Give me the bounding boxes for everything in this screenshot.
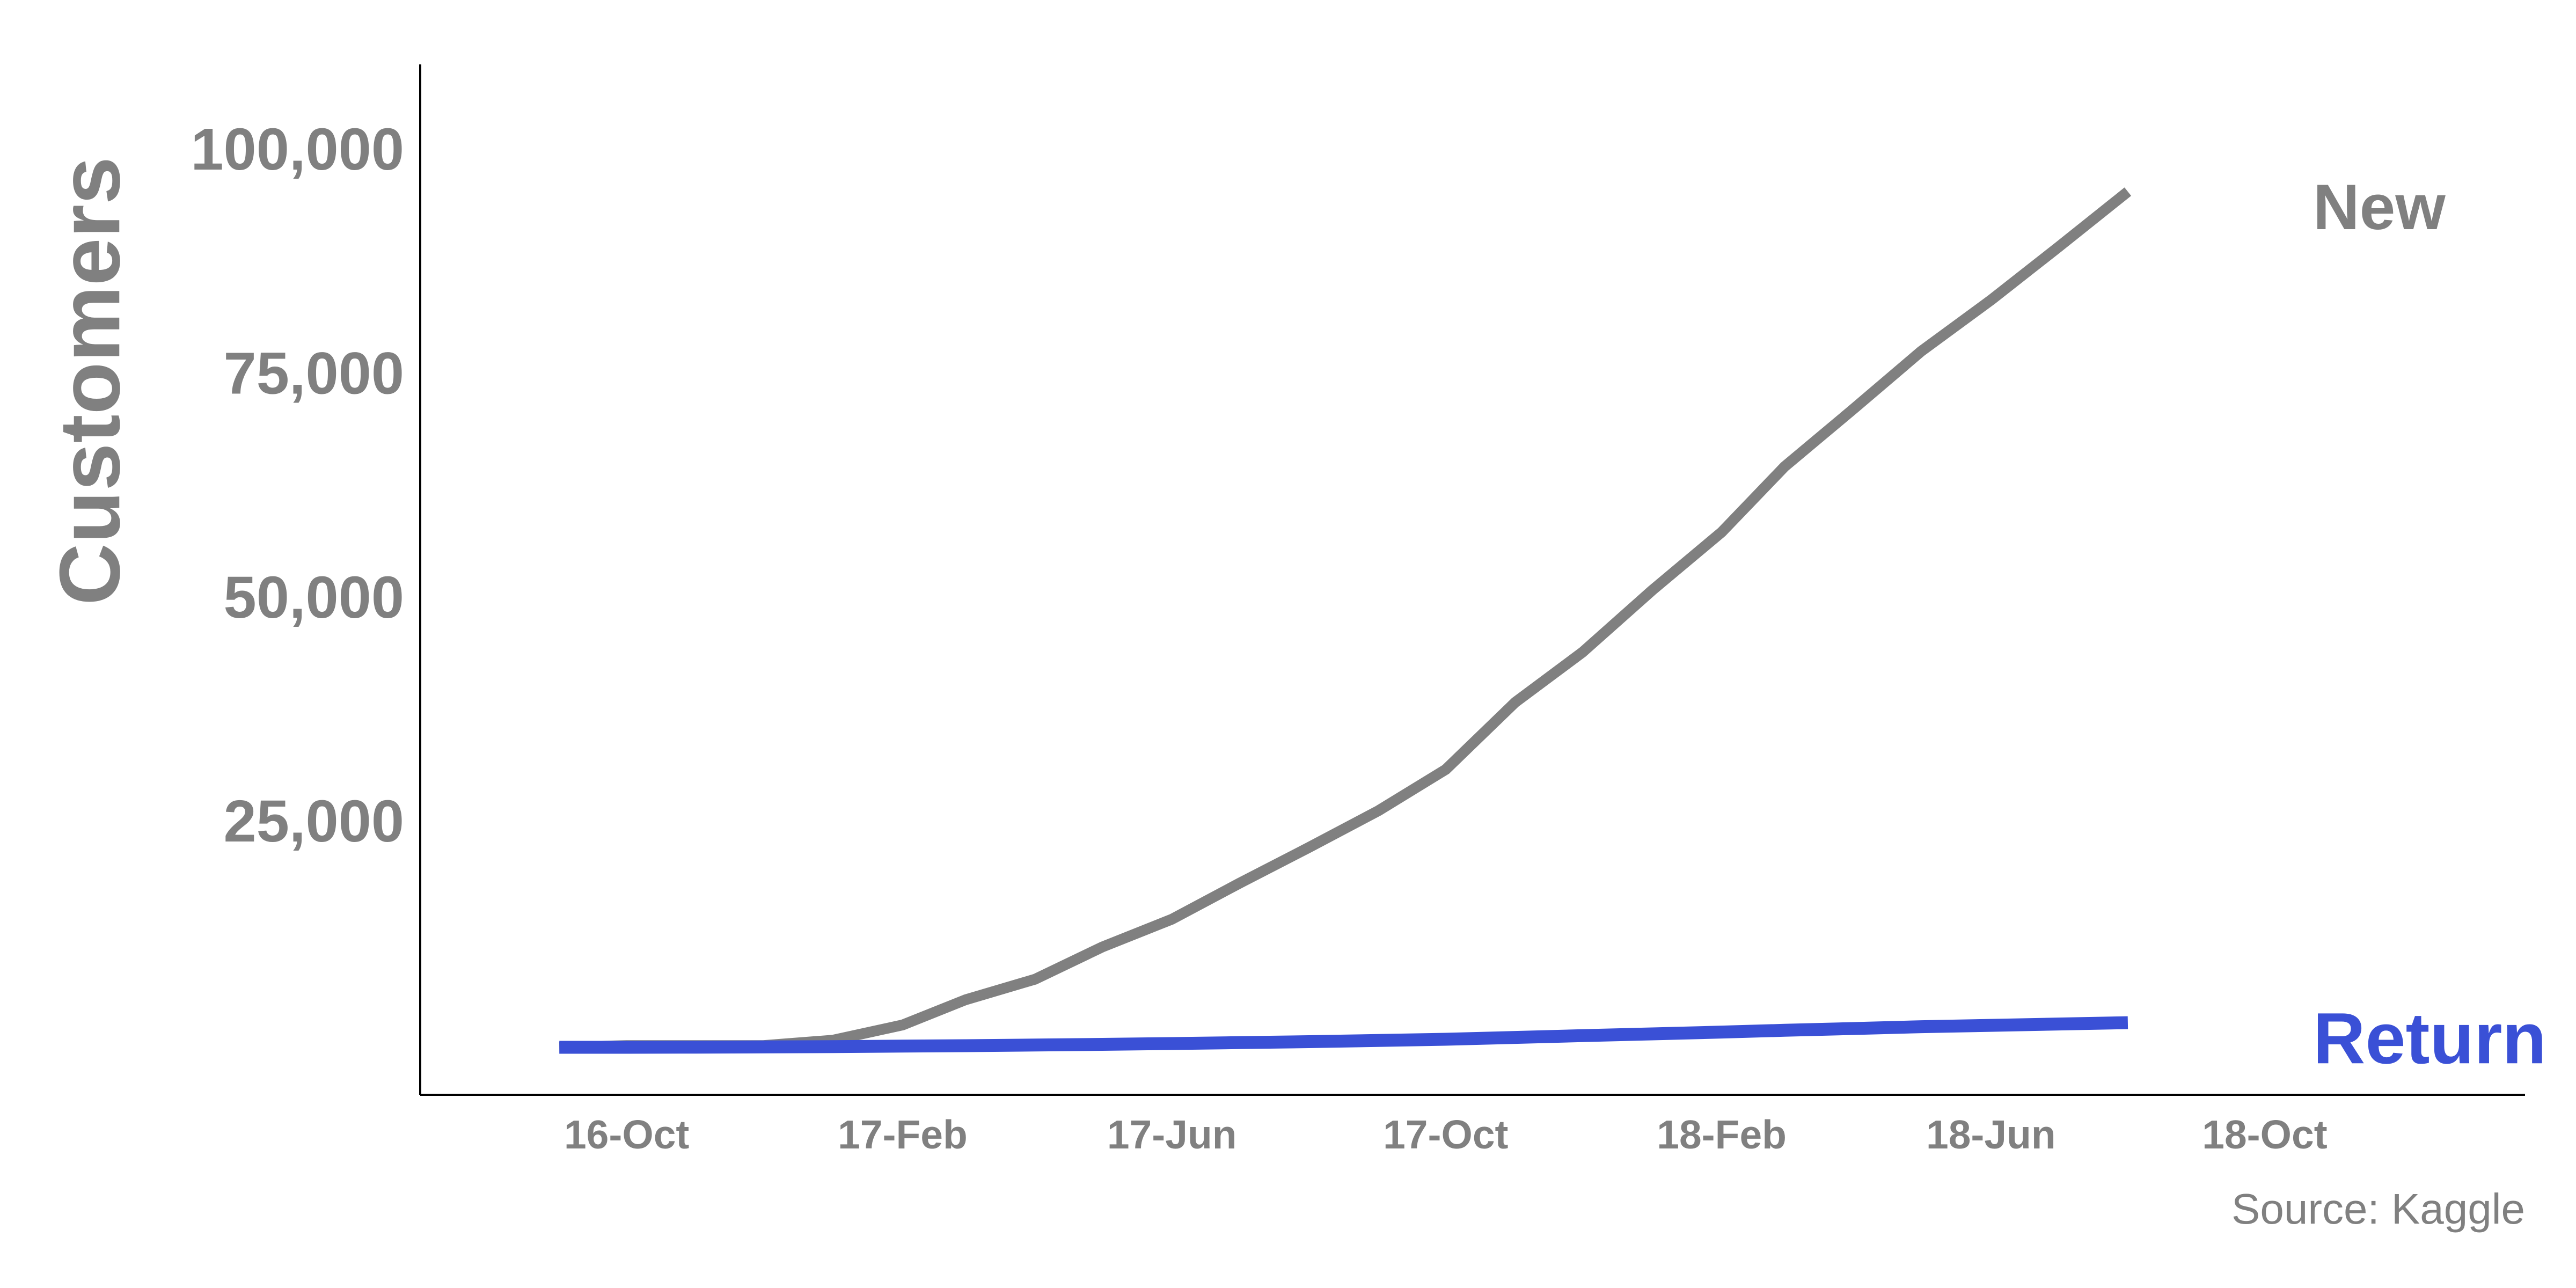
x-tick-label: 18-Feb bbox=[1657, 1112, 1787, 1157]
y-axis-label: Customers bbox=[41, 157, 137, 605]
y-tick-labels: 25,000 50,000 75,000 100,000 bbox=[191, 116, 404, 854]
series-label-return: Return bbox=[2313, 998, 2546, 1079]
series-label-new: New bbox=[2313, 171, 2446, 243]
axes bbox=[419, 64, 2525, 1096]
x-tick-label: 18-Oct bbox=[2202, 1112, 2327, 1157]
y-tick-label: 75,000 bbox=[224, 340, 404, 406]
x-tick-label: 17-Jun bbox=[1107, 1112, 1237, 1157]
series-line-new bbox=[559, 187, 2132, 1053]
series-line-return bbox=[559, 1016, 2128, 1054]
x-tick-label: 16-Oct bbox=[564, 1112, 689, 1157]
series-labels: New Return bbox=[2313, 171, 2546, 1079]
x-tick-labels: 16-Oct 17-Feb 17-Jun 17-Oct 18-Feb 18-Jun 18-O… bbox=[564, 1112, 2328, 1157]
y-tick-label: 50,000 bbox=[224, 565, 404, 631]
x-tick-label: 18-Jun bbox=[1926, 1112, 2056, 1157]
source-note: Source: Kaggle bbox=[2231, 1185, 2525, 1233]
x-tick-label: 17-Feb bbox=[838, 1112, 968, 1157]
y-tick-label: 25,000 bbox=[224, 788, 404, 854]
x-tick-label: 17-Oct bbox=[1383, 1112, 1508, 1157]
series-lines bbox=[559, 187, 2132, 1054]
y-tick-label: 100,000 bbox=[191, 116, 404, 182]
